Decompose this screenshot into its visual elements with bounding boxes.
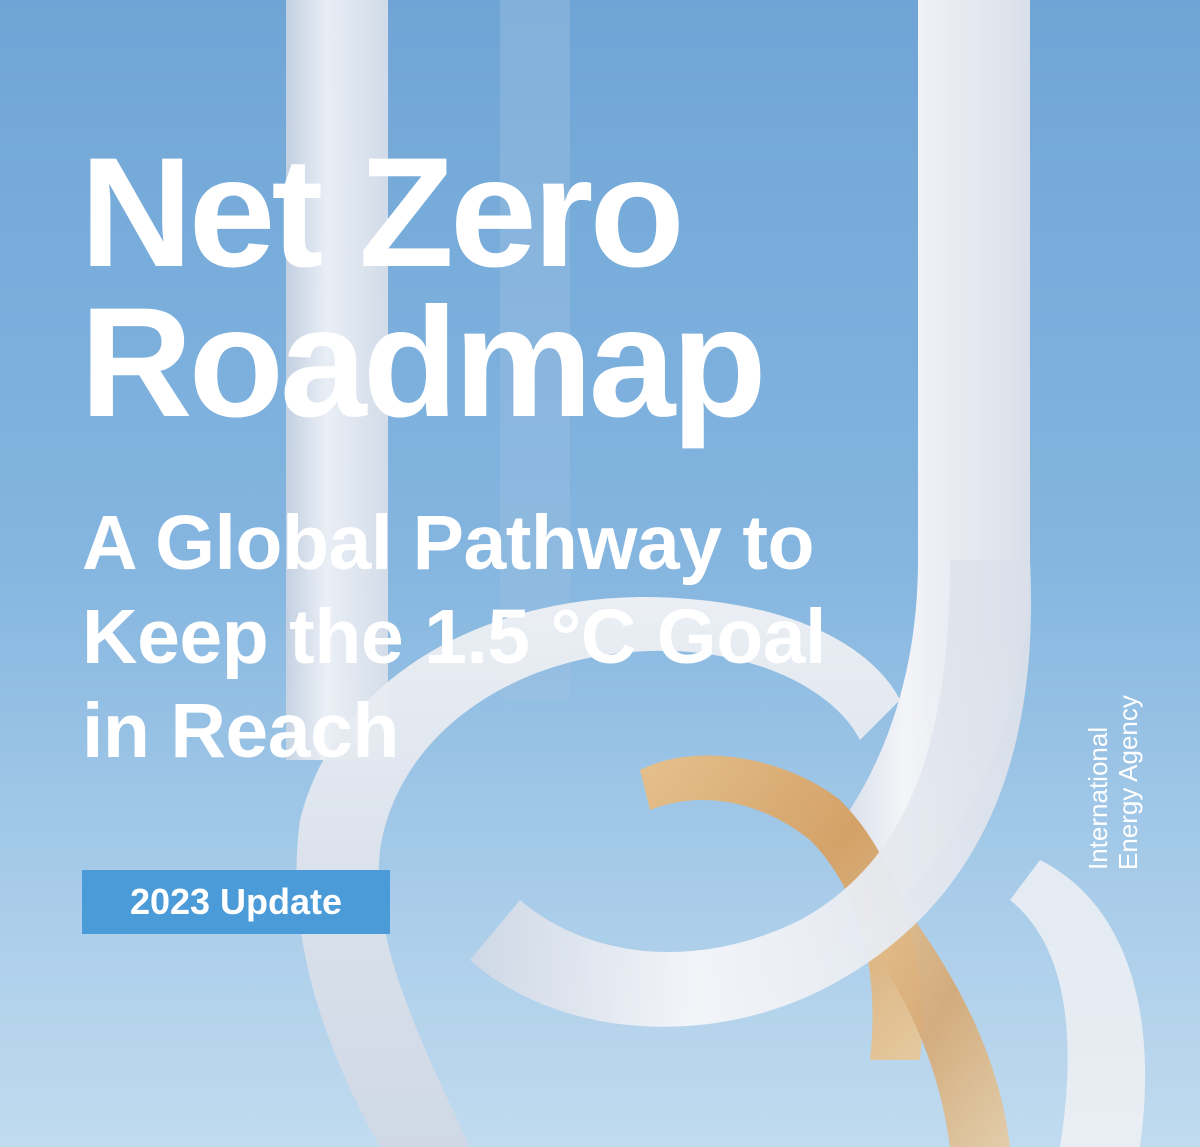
report-subtitle: A Global Pathway to Keep the 1.5 °C Goal… [82, 496, 826, 778]
edition-badge: 2023 Update [82, 870, 390, 934]
title-line: Roadmap [80, 276, 767, 450]
report-title: Net Zero Roadmap [80, 126, 767, 450]
publisher-line: Energy Agency [1113, 695, 1143, 870]
subtitle-line: Keep the 1.5 °C Goal [82, 594, 826, 680]
subtitle-line: in Reach [82, 688, 399, 774]
title-line: Net Zero [80, 126, 685, 300]
publisher-name: International Energy Agency [1083, 695, 1143, 870]
subtitle-line: A Global Pathway to [82, 500, 815, 586]
publisher-line: International [1083, 727, 1113, 870]
